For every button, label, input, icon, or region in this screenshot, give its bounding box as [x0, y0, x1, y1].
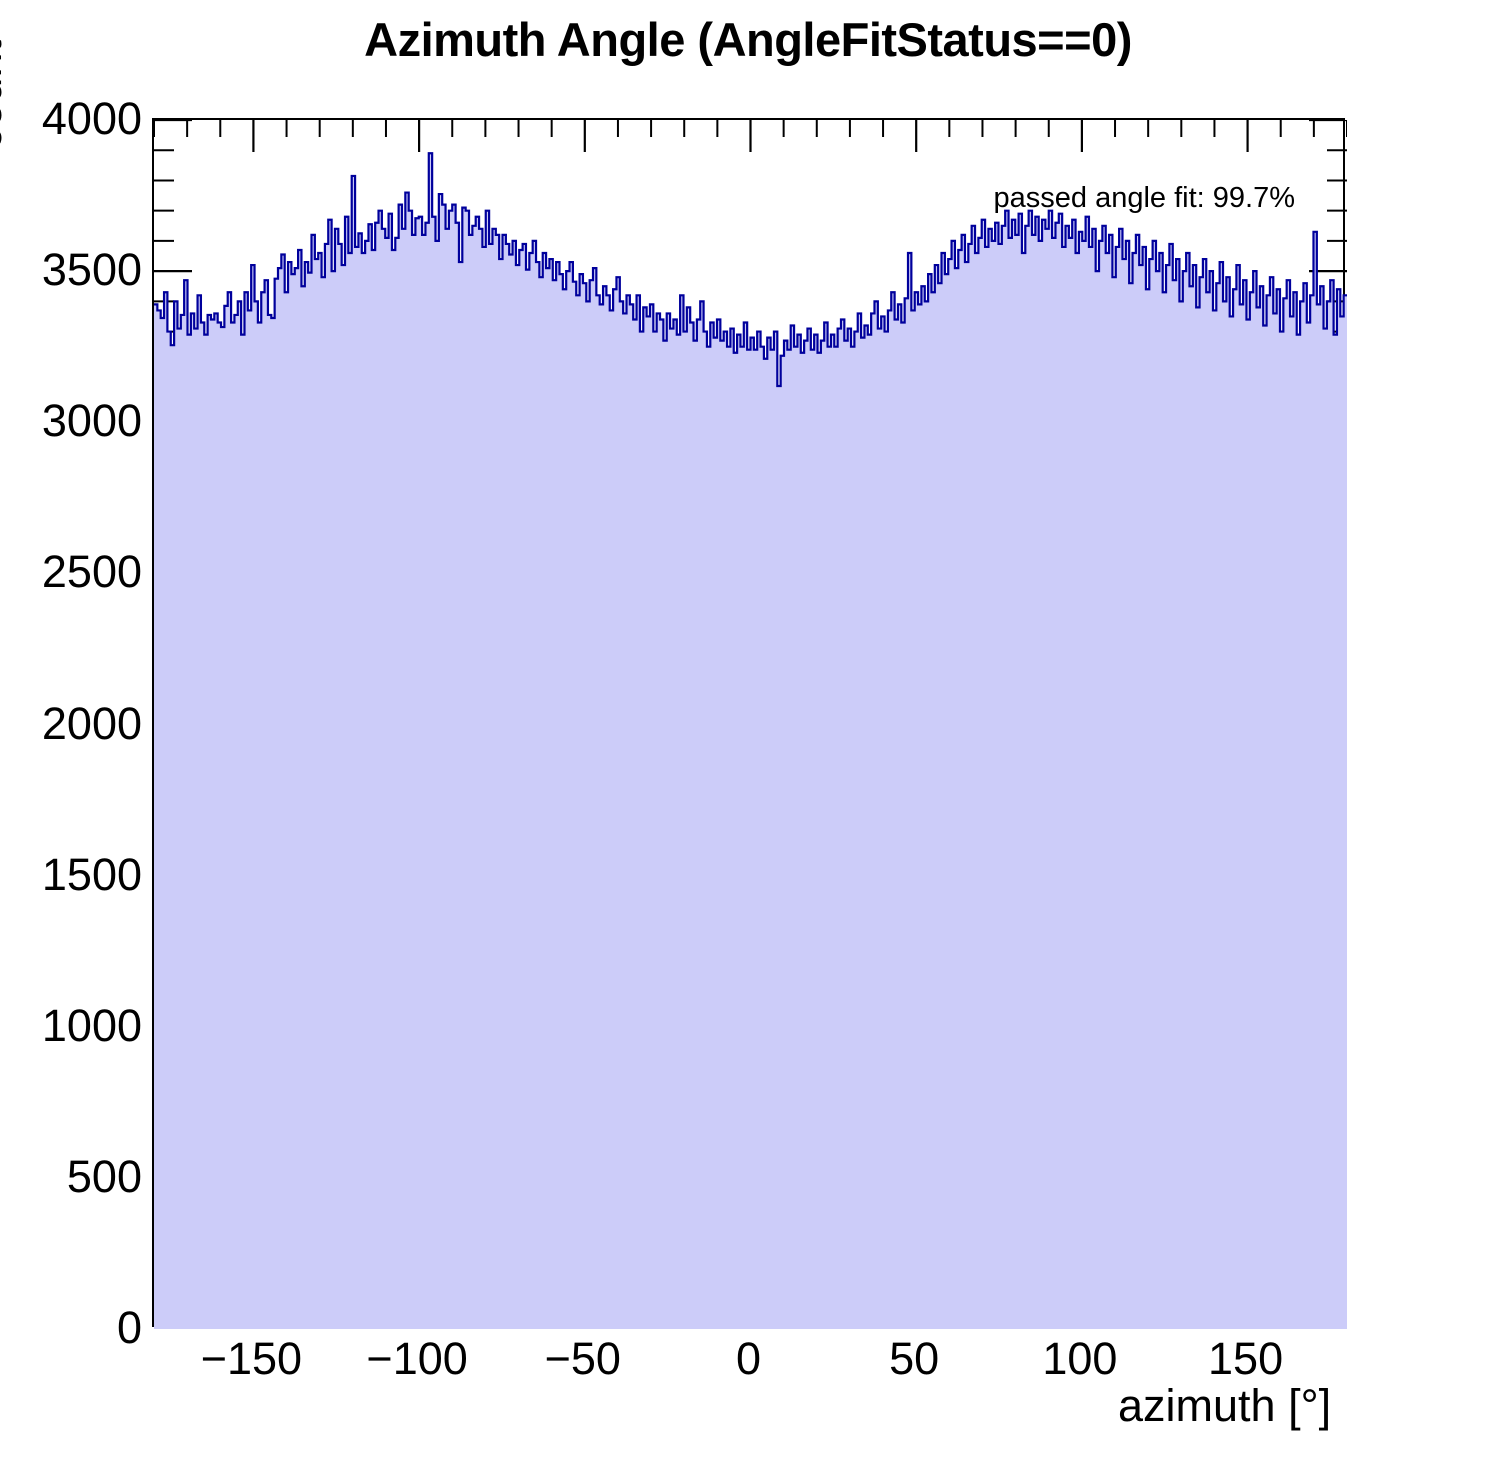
y-tick-label: 3000	[41, 395, 142, 447]
annotation-passed-angle-fit: passed angle fit: 99.7%	[993, 182, 1295, 214]
page-title: Azimuth Angle (AngleFitStatus==0)	[364, 13, 1132, 66]
y-tick-label: 1000	[41, 999, 142, 1051]
histogram-fill	[154, 153, 1347, 1329]
y-tick-label: 1500	[41, 848, 142, 900]
x-tick-label: 150	[1208, 1333, 1284, 1384]
y-tick-label: 4000	[41, 93, 142, 144]
x-tick-label: 0	[735, 1333, 762, 1384]
histogram-svg	[154, 120, 1347, 1329]
y-tick-label: 2000	[41, 697, 142, 749]
plot-area: passed angle fit: 99.7%	[152, 118, 1347, 1329]
x-tick-label: −100	[366, 1333, 468, 1384]
x-tick-label: −150	[200, 1333, 303, 1384]
y-tick-label: 0	[116, 1302, 142, 1353]
x-tick-label: 50	[889, 1333, 940, 1384]
x-axis-title: azimuth [°]	[1118, 1380, 1332, 1431]
y-axis-tick-labels: 0 500 1000 1500 2000 2500 3000 3500 4000	[0, 0, 142, 1472]
x-tick-label: −50	[544, 1333, 621, 1384]
y-tick-label: 2500	[41, 546, 142, 598]
y-tick-label: 3500	[41, 244, 142, 296]
histogram-outline	[154, 152, 1347, 388]
y-tick-label: 500	[66, 1150, 142, 1202]
x-tick-label: 100	[1042, 1333, 1118, 1384]
